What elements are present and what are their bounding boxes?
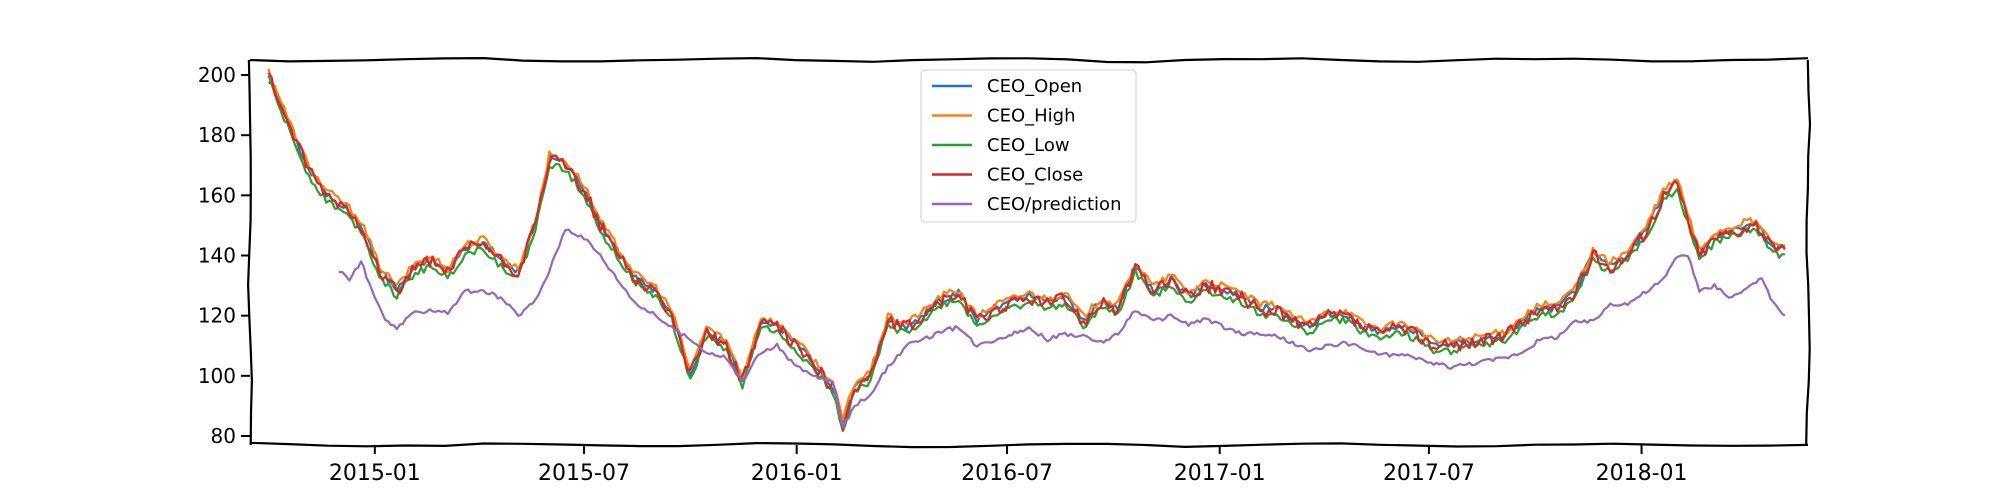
- series-line-ceo-prediction: [339, 228, 1786, 429]
- x-tick-label: 2016-07: [961, 461, 1053, 486]
- y-tick-label: 140: [198, 244, 236, 268]
- legend-label: CEO/prediction: [987, 194, 1121, 215]
- legend-label: CEO_Close: [987, 165, 1083, 186]
- y-tick-label: 100: [198, 364, 236, 388]
- y-tick-label: 120: [198, 304, 236, 328]
- legend-label: CEO_Low: [987, 135, 1070, 156]
- x-tick-label: 2017-01: [1174, 461, 1266, 486]
- y-tick-label: 200: [198, 63, 236, 87]
- series-line-ceo-close: [267, 72, 1786, 432]
- legend-box: [920, 69, 1137, 223]
- y-tick-label: 80: [211, 424, 236, 448]
- y-tick-label: 180: [198, 123, 236, 147]
- legend-label: CEO_Open: [987, 76, 1082, 97]
- legend-label: CEO_High: [987, 106, 1075, 127]
- y-tick-label: 160: [198, 183, 236, 207]
- x-tick-label: 2018-01: [1596, 461, 1688, 486]
- x-tick-label: 2017-07: [1383, 461, 1475, 486]
- x-tick-label: 2016-01: [751, 461, 843, 486]
- plot-series-group: [267, 68, 1786, 432]
- plot-frame: [246, 56, 1812, 449]
- x-tick-label: 2015-07: [538, 461, 630, 486]
- legend: CEO_Open CEO_High CEO_Low CEO_Close CEO/pred…: [920, 69, 1137, 223]
- axis-ticks: 2015-01 2015-07 2016-01 2016-07 2017-01 2017-…: [198, 63, 1688, 486]
- x-tick-label: 2015-01: [329, 461, 421, 486]
